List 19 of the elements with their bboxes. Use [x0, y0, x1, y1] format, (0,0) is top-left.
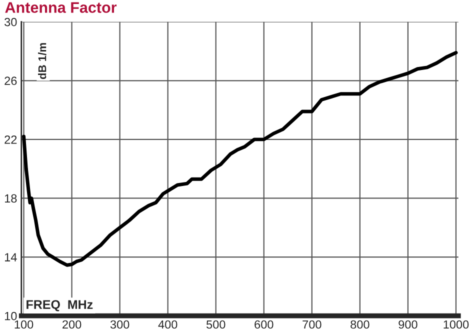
x-tick-label: 400 — [158, 320, 178, 329]
y-tick-label: 10 — [4, 312, 17, 320]
x-tick-label: 100 — [14, 320, 34, 329]
y-axis-title: dB 1/m — [38, 43, 46, 80]
x-tick-label: 200 — [62, 320, 82, 329]
x-tick-label: 1000 — [444, 320, 469, 329]
chart-title: Antenna Factor — [5, 2, 117, 13]
x-tick-label: 300 — [110, 320, 130, 329]
x-tick-label: 500 — [206, 320, 226, 329]
x-tick-label: 800 — [350, 320, 370, 329]
y-tick-label: 18 — [4, 194, 17, 203]
x-tick-label: 700 — [302, 320, 322, 329]
y-tick-label: 30 — [4, 18, 17, 26]
x-axis-title: FREQ MHz — [26, 300, 93, 312]
y-tick-label: 22 — [4, 135, 17, 144]
x-tick-label: 900 — [398, 320, 418, 329]
y-tick-label: 26 — [4, 76, 17, 86]
y-tick-label: 14 — [4, 253, 17, 262]
x-tick-label: 600 — [254, 320, 274, 329]
